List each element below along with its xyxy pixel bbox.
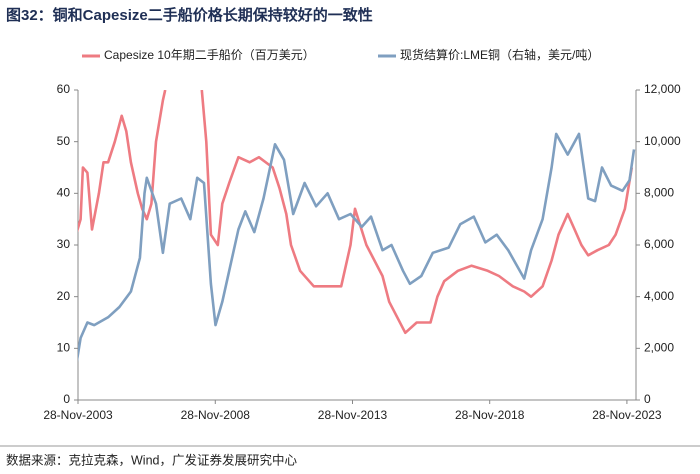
y-tick-label: 40	[57, 186, 71, 200]
series-line	[78, 90, 634, 335]
y2-tick-label: 4,000	[644, 289, 674, 303]
y-tick-label: 0	[63, 392, 70, 406]
y-tick-label: 20	[57, 289, 71, 303]
x-tick-label: 28-Nov-2013	[318, 408, 388, 422]
source: 数据来源：克拉克森，Wind，广发证券发展研究中心	[6, 452, 297, 467]
y-tick-label: 10	[57, 341, 71, 355]
y2-tick-label: 8,000	[644, 186, 674, 200]
y2-tick-label: 12,000	[644, 82, 681, 96]
y2-tick-label: 0	[644, 392, 651, 406]
legend-label: 现货结算价:LME铜（右轴，美元/吨）	[400, 47, 599, 62]
y-tick-label: 50	[57, 134, 71, 148]
y-tick-label: 30	[57, 237, 71, 251]
y-tick-label: 60	[57, 82, 71, 96]
y2-tick-label: 2,000	[644, 341, 674, 355]
x-tick-label: 28-Nov-2008	[181, 408, 251, 422]
x-tick-label: 28-Nov-2003	[43, 408, 113, 422]
y2-tick-label: 6,000	[644, 237, 674, 251]
series-line	[78, 132, 636, 363]
x-tick-label: 28-Nov-2023	[592, 408, 662, 422]
y2-tick-label: 10,000	[644, 134, 681, 148]
legend-label: Capesize 10年期二手船价（百万美元）	[104, 48, 315, 62]
chart-title: 图32：铜和Capesize二手船价格长期保持较好的一致性	[6, 6, 373, 24]
x-tick-label: 28-Nov-2018	[455, 408, 525, 422]
